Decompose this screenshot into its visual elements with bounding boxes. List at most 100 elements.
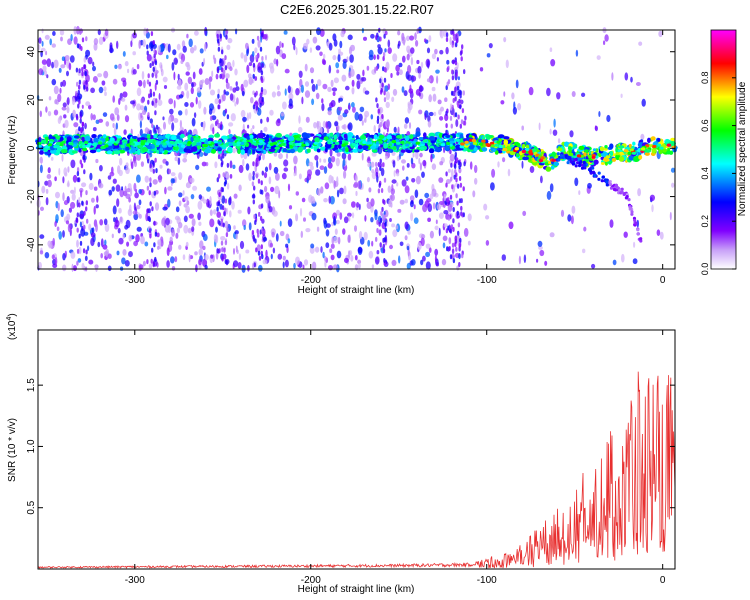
- spectrogram-core-cell: [140, 142, 145, 146]
- spectrogram-noise-cell: [116, 250, 120, 256]
- spectrogram-streak-cell: [382, 66, 385, 72]
- spectrogram-noise-cell: [335, 157, 340, 167]
- spectrogram-noise-cell: [47, 111, 52, 117]
- spectrogram-noise-cell: [182, 45, 187, 53]
- spectrogram-noise-cell: [651, 204, 654, 213]
- spectrogram-streak-cell: [82, 248, 86, 254]
- spectrogram-noise-cell: [457, 76, 460, 81]
- spectrogram-noise-cell: [92, 61, 95, 67]
- spectrogram-noise-cell: [185, 71, 190, 76]
- spectrogram-noise-cell: [591, 263, 596, 269]
- spectrogram-streak-cell: [375, 161, 378, 167]
- spectrogram-noise-cell: [503, 91, 506, 97]
- colorbar-gradient: [711, 30, 736, 269]
- spectrogram-noise-cell: [191, 82, 194, 88]
- spectrogram-noise-cell: [385, 101, 390, 109]
- spectrogram-noise-cell: [121, 186, 124, 191]
- spectrogram-streak-cell: [258, 211, 261, 217]
- spectrogram-signal-cell: [638, 154, 643, 160]
- spectrogram-noise-cell: [224, 220, 229, 229]
- spectrogram-branch-cell: [620, 187, 624, 191]
- spectrogram-streak-cell: [146, 79, 150, 85]
- spectrogram-noise-cell: [538, 122, 541, 131]
- spectrogram-noise-cell: [143, 27, 147, 36]
- spectrogram-noise-cell: [157, 239, 162, 246]
- spectrogram-branch-cell: [624, 196, 629, 200]
- spectrogram-signal-cell: [609, 143, 614, 149]
- spectrogram-noise-cell: [230, 113, 236, 122]
- spectrogram-streak-cell: [260, 180, 263, 186]
- spectrogram-noise-cell: [291, 36, 296, 46]
- spectrogram-streak-cell: [261, 78, 264, 83]
- spectrogram-noise-cell: [314, 155, 319, 161]
- spectrogram-signal-cell: [214, 133, 221, 138]
- spectrogram-noise-cell: [118, 237, 124, 245]
- spectrogram-noise-cell: [179, 94, 184, 99]
- spectrogram-signal-cell: [274, 146, 281, 150]
- spectrogram-signal-cell: [107, 144, 114, 150]
- spectrogram-noise-cell: [288, 98, 293, 107]
- spectrogram-noise-cell: [342, 228, 346, 235]
- spectrogram-noise-cell: [373, 54, 376, 60]
- spectrogram-noise-cell: [78, 246, 82, 255]
- spectrogram-streak-cell: [447, 225, 450, 231]
- spectrogram-core-cell: [130, 142, 135, 146]
- spectrogram-core-cell: [126, 143, 131, 147]
- spectrogram-noise-cell: [97, 241, 101, 248]
- spectrogram-noise-cell: [316, 27, 321, 36]
- spectrogram-noise-cell: [198, 258, 202, 266]
- spectrogram-signal-cell: [583, 147, 590, 151]
- spectrogram-noise-cell: [124, 260, 130, 267]
- spectrogram-streak-cell: [77, 89, 81, 95]
- spectrogram-noise-cell: [184, 82, 189, 91]
- spectrogram-noise-cell: [125, 167, 130, 175]
- spectrogram-noise-cell: [122, 249, 127, 256]
- spectrogram-noise-cell: [337, 54, 341, 63]
- spectrogram-noise-cell: [361, 77, 367, 82]
- spectrogram-noise-cell: [208, 76, 213, 82]
- spectrogram-noise-cell: [248, 76, 253, 85]
- spectrogram-core-cell: [498, 144, 503, 149]
- spectrogram-signal-cell: [392, 145, 397, 151]
- spectrogram-noise-cell: [358, 203, 361, 211]
- spectrogram-noise-cell: [254, 47, 258, 54]
- spectrogram-noise-cell: [322, 251, 325, 259]
- spectrogram-noise-cell: [118, 207, 122, 214]
- spectrogram-streak-cell: [146, 44, 149, 50]
- spectrogram-noise-cell: [189, 102, 195, 108]
- spectrogram-noise-cell: [347, 34, 353, 41]
- spectrogram-streak-cell: [252, 62, 256, 68]
- spectrogram-noise-cell: [153, 102, 158, 108]
- spectrogram-noise-cell: [144, 241, 149, 247]
- spectrogram-noise-cell: [174, 156, 179, 162]
- spectrogram-signal-cell: [611, 157, 617, 162]
- spectrogram-signal-cell: [445, 134, 451, 138]
- spectrogram-noise-cell: [340, 30, 345, 38]
- spectrogram-noise-cell: [157, 245, 160, 250]
- spectrogram-noise-cell: [397, 126, 400, 134]
- spectrogram-noise-cell: [423, 38, 427, 43]
- spectrogram-noise-cell: [347, 154, 350, 161]
- spectrogram-streak-cell: [260, 87, 264, 92]
- spectrogram-noise-cell: [446, 59, 450, 65]
- spectrogram-noise-cell: [154, 202, 160, 211]
- spectrogram-signal-cell: [156, 149, 160, 154]
- spectrogram-signal-cell: [287, 135, 295, 142]
- spectrogram-noise-cell: [60, 64, 66, 69]
- spectrogram-noise-cell: [297, 126, 303, 133]
- spectrogram-signal-cell: [263, 136, 270, 143]
- spectrogram-signal-cell: [556, 147, 563, 152]
- spectrogram-noise-cell: [170, 172, 176, 177]
- spectrogram-noise-cell: [54, 256, 58, 266]
- spectrogram-streak-cell: [254, 238, 257, 244]
- spectrogram-noise-cell: [326, 126, 330, 134]
- spectrogram-noise-cell: [288, 205, 293, 210]
- spectrogram-signal-cell: [159, 147, 163, 153]
- spectrogram-noise-cell: [443, 210, 449, 215]
- spectrogram-core-cell: [115, 140, 120, 144]
- spectrogram-streak-cell: [383, 67, 387, 72]
- spectrogram-noise-cell: [70, 159, 76, 169]
- spectrogram-noise-cell: [404, 198, 408, 204]
- spectrogram-noise-cell: [658, 30, 663, 38]
- spectrogram-noise-cell: [374, 256, 380, 265]
